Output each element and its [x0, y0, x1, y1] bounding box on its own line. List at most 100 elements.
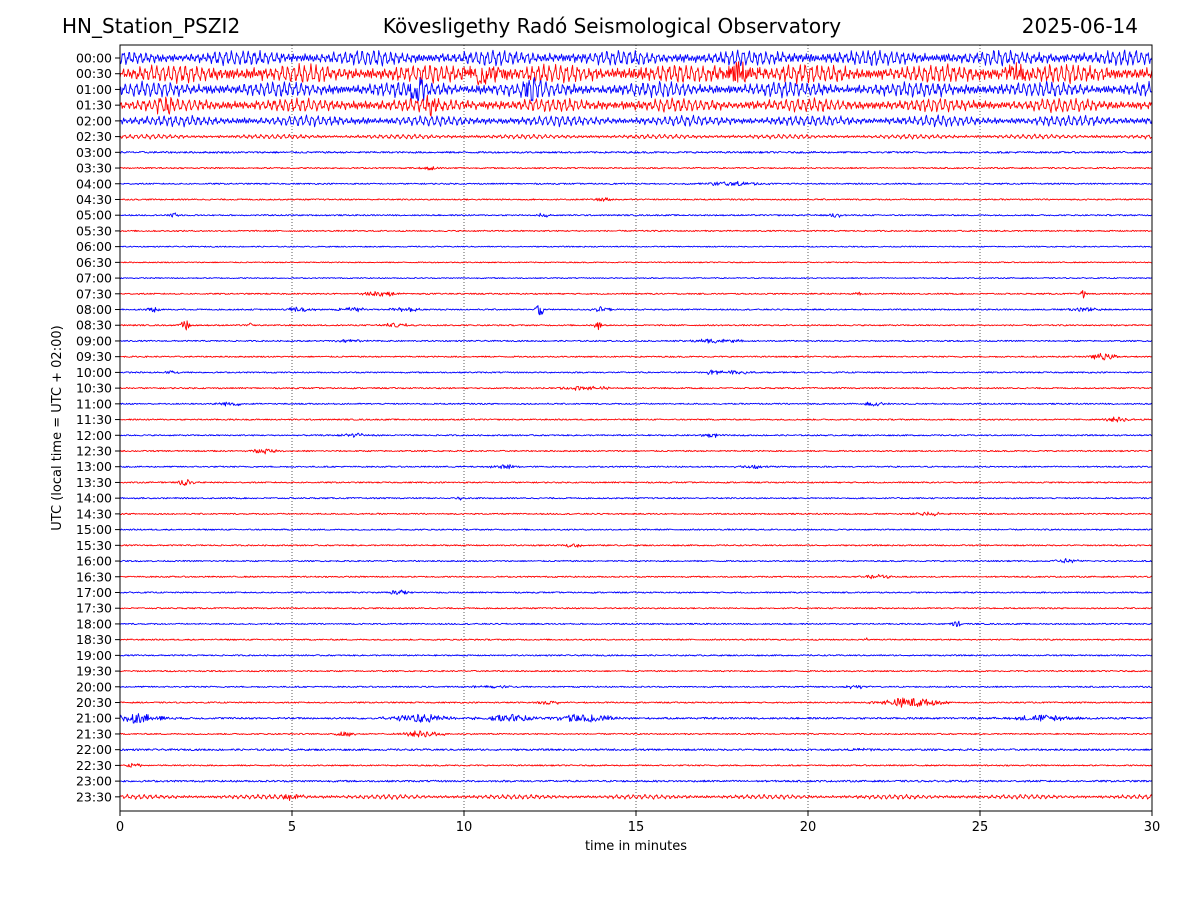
trace-1930: [119, 669, 1153, 673]
y-tick-label: 01:30: [76, 98, 112, 113]
y-tick-label: 00:30: [76, 66, 112, 81]
vertical-gridlines: [291, 45, 981, 811]
y-tick-label: 16:30: [76, 569, 112, 584]
y-axis-label: UTC (local time = UTC + 02:00): [50, 325, 65, 530]
x-tick-label: 30: [1144, 820, 1161, 835]
trace-1530: [119, 543, 1153, 548]
y-tick-label: 13:00: [76, 459, 112, 474]
chart-title: Kövesligethy Radó Seismological Observat…: [382, 14, 842, 38]
trace-0100: [119, 76, 1153, 102]
trace-0030: [119, 61, 1153, 86]
y-tick-label: 23:30: [76, 789, 112, 804]
y-tick-label: 19:30: [76, 664, 112, 679]
trace-1900: [119, 654, 1153, 657]
trace-2200: [119, 747, 1153, 752]
y-tick-label: 03:00: [76, 145, 112, 160]
trace-2030: [119, 697, 1153, 708]
trace-0930: [119, 352, 1153, 361]
y-tick-label: 11:30: [76, 412, 112, 427]
trace-1430: [119, 511, 1153, 517]
trace-1800: [119, 620, 1153, 628]
y-tick-label: 16:00: [76, 554, 112, 569]
y-tick-label: 12:30: [76, 444, 112, 459]
trace-0300: [119, 150, 1153, 154]
y-tick-label: 19:00: [76, 648, 112, 663]
chart-date: 2025-06-14: [1021, 14, 1138, 38]
trace-0730: [119, 289, 1153, 299]
trace-1400: [119, 496, 1153, 501]
trace-1830: [119, 637, 1153, 641]
y-tick-label: 18:00: [76, 616, 112, 631]
trace-1600: [119, 558, 1153, 564]
trace-0500: [119, 212, 1153, 218]
seismic-traces: [119, 49, 1153, 802]
y-tick-label: 13:30: [76, 475, 112, 490]
trace-0430: [119, 197, 1153, 202]
y-tick-label: 06:30: [76, 255, 112, 270]
x-axis-label: time in minutes: [585, 839, 687, 854]
trace-0800: [119, 305, 1153, 316]
y-tick-label: 04:00: [76, 176, 112, 191]
trace-1330: [119, 478, 1153, 487]
y-tick-label: 14:30: [76, 506, 112, 521]
trace-0600: [119, 245, 1153, 248]
y-tick-label: 07:00: [76, 271, 112, 286]
y-tick-label: 09:30: [76, 349, 112, 364]
y-tick-label: 10:30: [76, 381, 112, 396]
x-tick-label: 5: [288, 820, 296, 835]
y-tick-label: 17:30: [76, 601, 112, 616]
y-tick-label: 20:00: [76, 679, 112, 694]
trace-0530: [119, 229, 1153, 233]
x-tick-label: 25: [972, 820, 989, 835]
y-tick-label: 09:00: [76, 333, 112, 348]
trace-1200: [119, 432, 1153, 438]
trace-2300: [119, 779, 1153, 783]
trace-1700: [119, 589, 1153, 595]
trace-2330: [119, 793, 1153, 802]
trace-1730: [119, 607, 1153, 610]
x-axis-ticks: 0 5 10 15 20 25 30: [116, 811, 1160, 835]
y-tick-label: 00:00: [76, 51, 112, 66]
y-tick-label: 03:30: [76, 161, 112, 176]
trace-0700: [119, 277, 1153, 280]
y-tick-label: 14:00: [76, 491, 112, 506]
x-tick-label: 20: [800, 820, 817, 835]
trace-1230: [119, 448, 1153, 455]
trace-0900: [119, 338, 1153, 344]
y-tick-label: 21:30: [76, 726, 112, 741]
y-tick-label: 20:30: [76, 695, 112, 710]
y-tick-label: 18:30: [76, 632, 112, 647]
trace-0400: [119, 180, 1153, 187]
y-tick-label: 23:00: [76, 774, 112, 789]
trace-0830: [119, 320, 1153, 331]
y-tick-label: 05:00: [76, 208, 112, 223]
y-tick-label: 04:30: [76, 192, 112, 207]
y-tick-label: 22:00: [76, 742, 112, 757]
y-tick-label: 06:00: [76, 239, 112, 254]
trace-1130: [119, 416, 1153, 423]
trace-0200: [119, 114, 1153, 128]
trace-2230: [119, 762, 1153, 768]
station-name: HN_Station_PSZI2: [62, 14, 241, 38]
trace-1500: [119, 528, 1153, 531]
x-tick-label: 0: [116, 820, 124, 835]
x-tick-label: 15: [628, 820, 645, 835]
y-tick-label: 08:30: [76, 318, 112, 333]
y-tick-label: 21:00: [76, 711, 112, 726]
y-axis-ticks: 00:0000:3001:0001:3002:0002:3003:0003:30…: [76, 51, 120, 804]
trace-1630: [119, 574, 1153, 580]
y-tick-label: 01:00: [76, 82, 112, 97]
trace-0630: [119, 261, 1153, 264]
y-tick-label: 15:00: [76, 522, 112, 537]
plot-frame: [119, 44, 1153, 812]
trace-0230: [119, 133, 1153, 140]
trace-1000: [119, 369, 1153, 375]
y-tick-label: 10:00: [76, 365, 112, 380]
trace-1300: [119, 464, 1153, 470]
trace-2100: [119, 713, 1153, 724]
trace-0000: [119, 49, 1153, 67]
y-tick-label: 05:30: [76, 223, 112, 238]
trace-0130: [119, 94, 1153, 117]
y-tick-label: 07:30: [76, 286, 112, 301]
